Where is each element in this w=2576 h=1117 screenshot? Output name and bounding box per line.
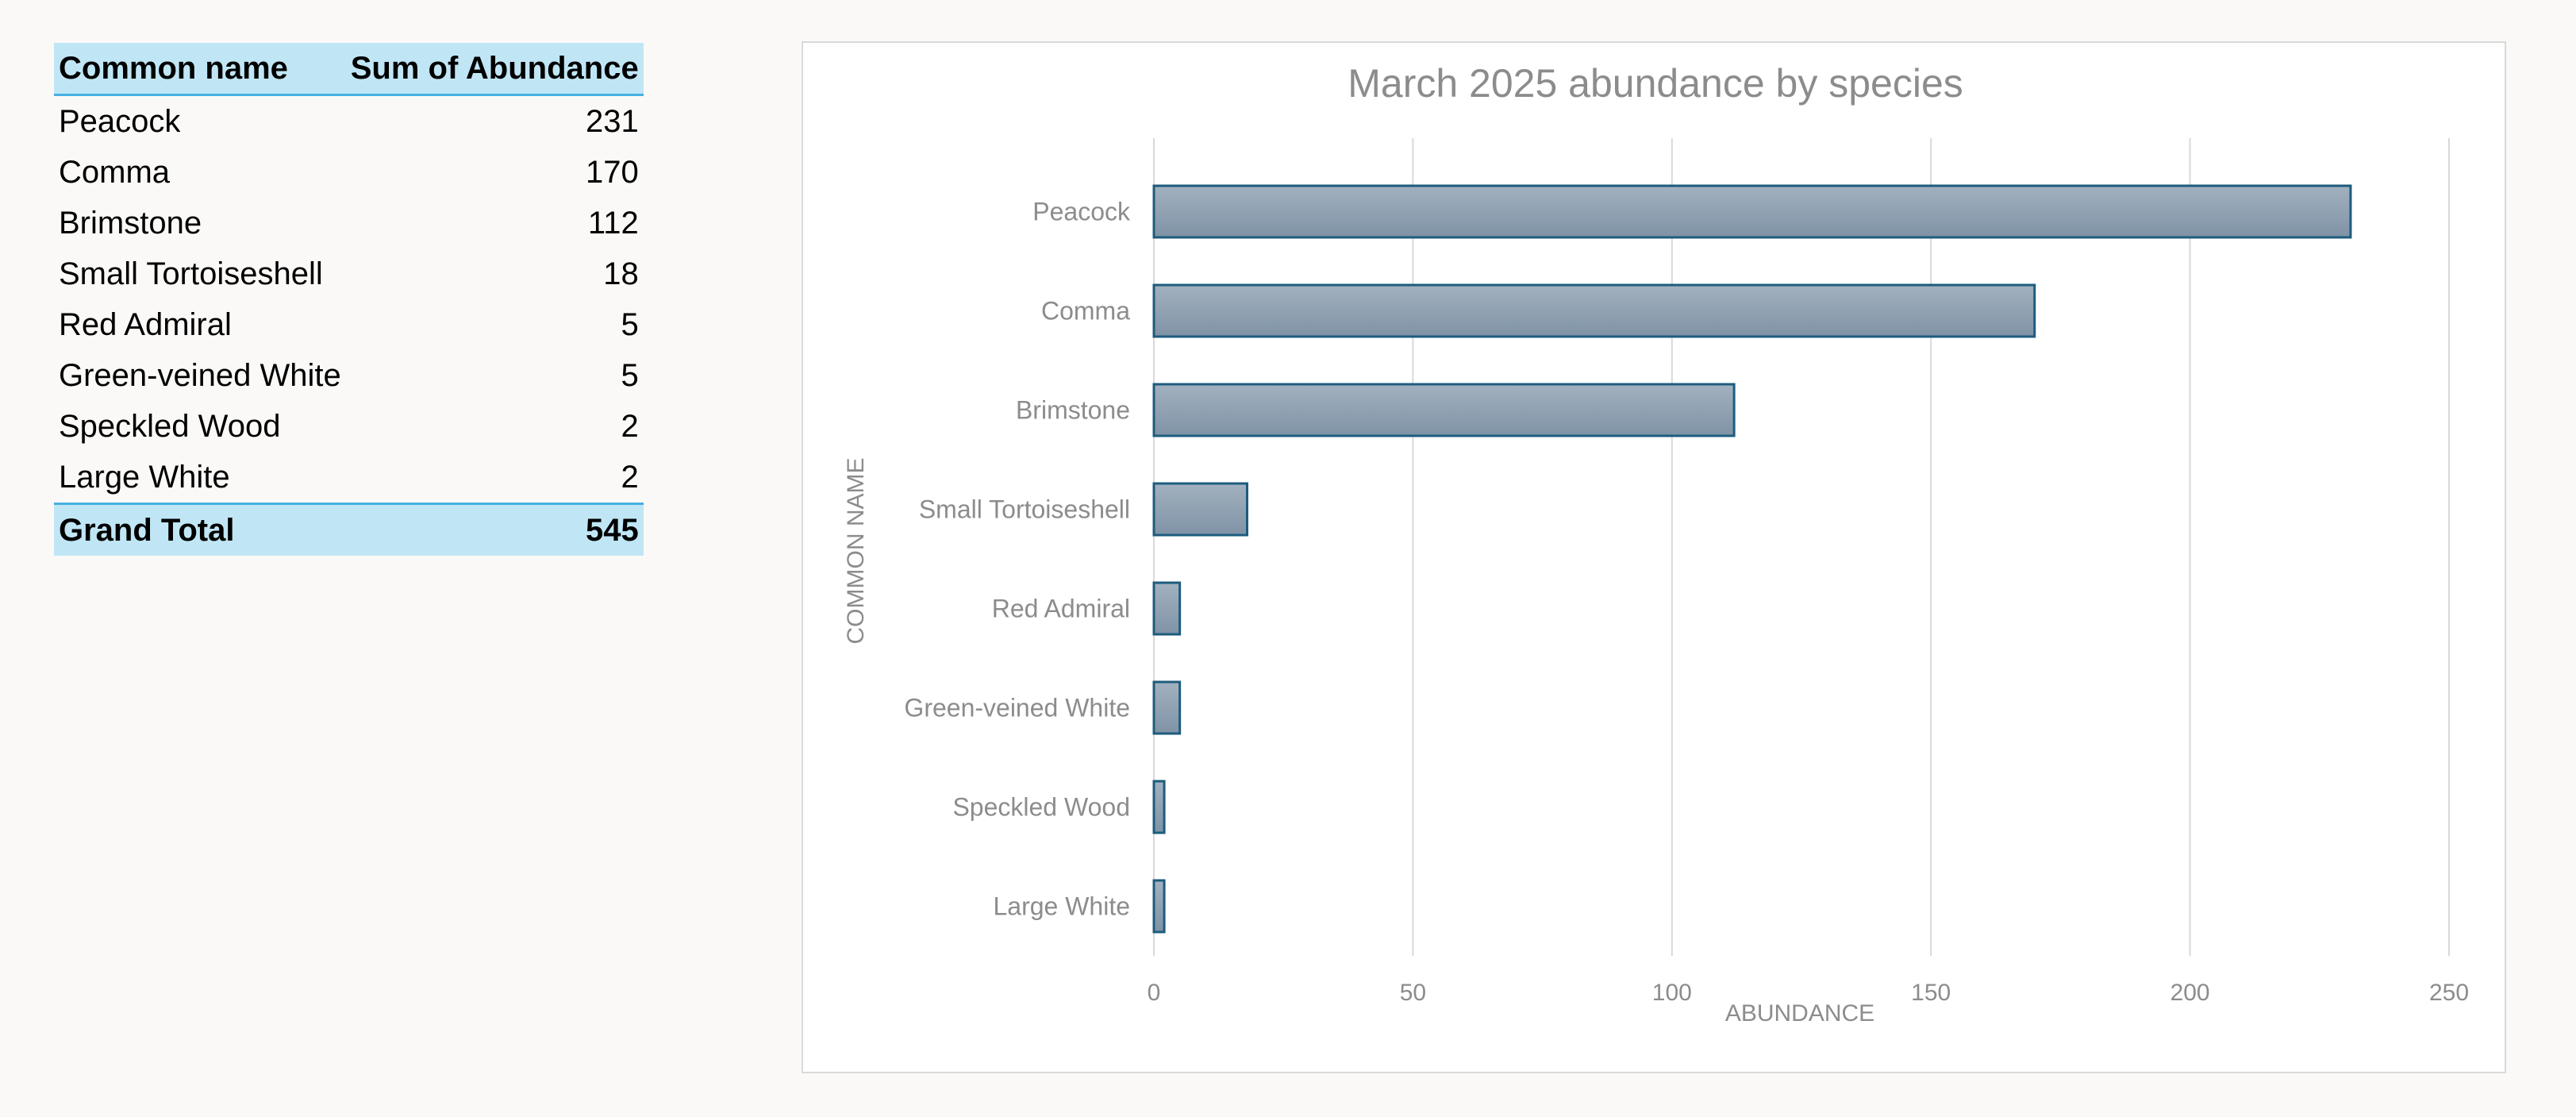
table-row[interactable]: Comma 170 [54, 147, 644, 198]
row-value: 170 [585, 154, 639, 190]
row-name: Speckled Wood [59, 408, 281, 444]
x-tick-label: 250 [2429, 980, 2469, 1006]
category-label: Green-veined White [904, 694, 1130, 722]
bar-green-veined-white[interactable] [1152, 680, 1182, 735]
table-row[interactable]: Large White 2 [54, 452, 644, 504]
x-tick-label: 50 [1400, 980, 1426, 1006]
gridlines [1153, 138, 2450, 956]
row-name: Peacock [59, 103, 181, 139]
category-label: Red Admiral [992, 595, 1130, 623]
row-value: 112 [587, 205, 639, 241]
bar-brimstone[interactable] [1152, 383, 1736, 437]
x-tick-label: 150 [1911, 980, 1951, 1006]
category-labels: Peacock Comma Brimstone Small Tortoiseshell… [904, 198, 1131, 921]
table-row[interactable]: Small Tortoiseshell 18 [54, 248, 644, 299]
row-name: Green-veined White [59, 357, 341, 393]
row-name: Comma [59, 154, 171, 190]
chart-area[interactable]: March 2025 abundance by species Peacock C… [802, 41, 2506, 1073]
table-row[interactable]: Red Admiral 5 [54, 299, 644, 350]
row-value: 2 [621, 459, 639, 495]
pivot-header-row: Common name Sum of Abundance [54, 43, 644, 96]
row-name: Large White [59, 459, 230, 495]
category-label: Peacock [1032, 198, 1131, 226]
row-value: 2 [621, 408, 639, 444]
row-name: Red Admiral [59, 306, 232, 342]
row-value: 5 [621, 306, 639, 342]
chart-title: March 2025 abundance by species [1348, 61, 1963, 106]
table-row[interactable]: Brimstone 112 [54, 198, 644, 248]
x-tick-label: 100 [1652, 980, 1692, 1006]
grand-total-value: 545 [345, 503, 644, 556]
bar-red-admiral[interactable] [1152, 581, 1182, 636]
row-name: Small Tortoiseshell [59, 256, 323, 291]
row-name: Brimstone [59, 205, 202, 241]
x-tick-label: 0 [1148, 980, 1161, 1006]
x-tick-labels: 0 50 100 150 200 250 [1148, 980, 2469, 1006]
category-label: Comma [1041, 297, 1130, 325]
x-axis-title: ABUNDANCE [1725, 1000, 1874, 1026]
bar-small-tortoiseshell[interactable] [1152, 482, 1249, 537]
bars [1152, 184, 2352, 934]
y-axis-title: COMMON NAME [843, 458, 869, 645]
pivot-table: Common name Sum of Abundance Peacock 231… [54, 43, 644, 556]
table-row[interactable]: Green-veined White 5 [54, 350, 644, 401]
bar-peacock[interactable] [1152, 184, 2352, 239]
category-label: Large White [993, 892, 1130, 921]
category-label: Small Tortoiseshell [919, 495, 1130, 524]
table-row[interactable]: Speckled Wood 2 [54, 401, 644, 452]
header-common-name[interactable]: Common name [54, 43, 346, 96]
table-row[interactable]: Peacock 231 [54, 95, 644, 148]
row-value: 18 [603, 256, 639, 291]
bar-comma[interactable] [1152, 283, 2036, 338]
bar-large-white[interactable] [1152, 879, 1166, 934]
bar-chart: March 2025 abundance by species Peacock C… [843, 61, 2469, 1026]
row-value: 231 [585, 103, 639, 139]
category-label: Speckled Wood [952, 793, 1130, 822]
category-label: Brimstone [1016, 396, 1130, 425]
row-value: 5 [621, 357, 639, 393]
grand-total-label: Grand Total [54, 503, 346, 556]
header-sum-of-abundance[interactable]: Sum of Abundance [345, 43, 644, 96]
grand-total-row[interactable]: Grand Total 545 [54, 503, 644, 556]
x-tick-label: 200 [2170, 980, 2210, 1006]
bar-speckled-wood[interactable] [1152, 780, 1166, 834]
